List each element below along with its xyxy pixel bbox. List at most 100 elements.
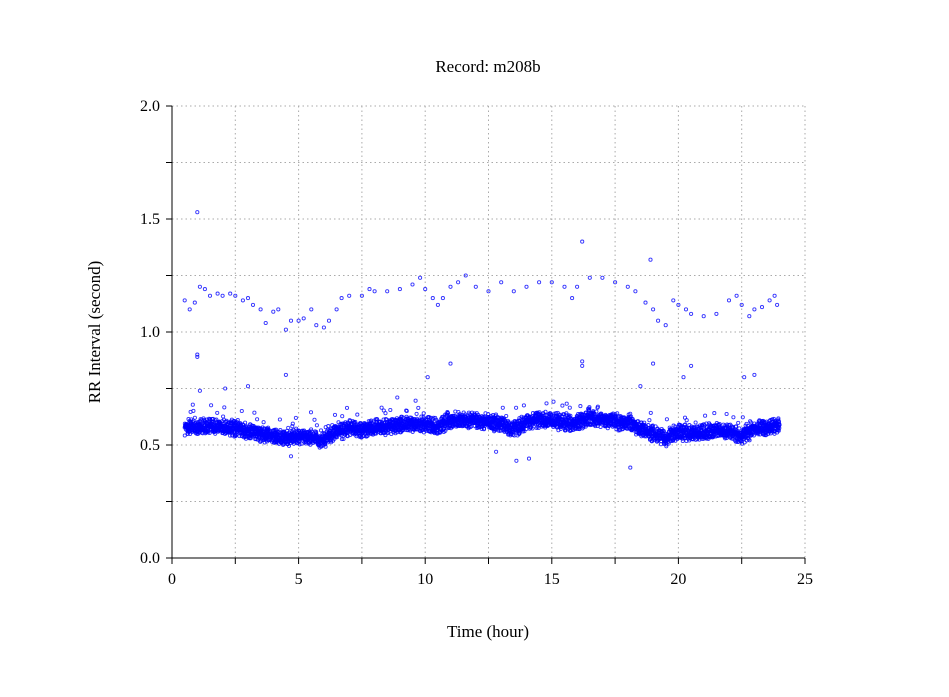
upper-band-point	[207, 293, 213, 298]
band-point	[261, 420, 266, 425]
band-point	[666, 441, 671, 446]
upper-band-point	[767, 298, 772, 303]
band-point	[551, 399, 556, 404]
x-tick-label: 15	[544, 571, 560, 588]
chart-title: Record: m208b	[435, 57, 540, 76]
upper-band-point	[372, 289, 377, 294]
band-point	[500, 405, 505, 410]
outlier-point	[628, 465, 633, 470]
band-point	[521, 403, 526, 408]
band-point	[703, 413, 708, 418]
upper-band-point	[240, 298, 245, 303]
outlier-point	[689, 363, 694, 368]
band-point	[361, 433, 367, 438]
upper-band-point	[263, 320, 268, 326]
band-point	[567, 405, 572, 410]
upper-band-point	[326, 318, 332, 323]
band-point	[558, 426, 563, 432]
upper-band-point	[197, 284, 202, 289]
x-tick-label: 20	[670, 571, 686, 588]
upper-band-point	[575, 284, 580, 289]
upper-band-point	[288, 318, 294, 323]
outlier-point	[638, 384, 643, 389]
band-point	[615, 411, 620, 416]
outlier-point	[283, 372, 288, 377]
band-point	[587, 405, 592, 410]
band-point	[355, 412, 360, 417]
band-point	[413, 398, 418, 403]
upper-band-point	[625, 284, 630, 289]
y-axis-label: RR Interval (second)	[85, 261, 104, 404]
upper-band-point	[321, 325, 326, 330]
upper-band-point	[220, 293, 225, 298]
outlier-point	[425, 375, 430, 380]
upper-band-point	[671, 298, 676, 303]
upper-band-point	[233, 293, 238, 298]
band-point	[286, 425, 291, 430]
band-point	[221, 414, 226, 419]
band-point	[228, 433, 233, 438]
band-point	[388, 407, 393, 413]
outlier-point	[288, 454, 294, 459]
upper-band-point	[456, 280, 461, 285]
upper-band-point	[463, 273, 468, 278]
band-point	[383, 433, 388, 438]
upper-band-point	[367, 287, 372, 292]
upper-band-point	[613, 280, 618, 285]
band-point	[339, 437, 344, 442]
upper-band-point	[339, 296, 344, 301]
band-point	[192, 415, 197, 420]
band-point	[416, 405, 421, 410]
band-point	[747, 438, 752, 443]
band-point	[594, 409, 599, 414]
upper-band-point	[448, 284, 453, 289]
band-point	[353, 419, 358, 424]
band-point	[421, 411, 426, 416]
outlier-point	[526, 456, 532, 461]
band-point	[188, 431, 193, 437]
upper-band-point	[202, 287, 207, 292]
band-point	[322, 442, 328, 447]
upper-band-point	[549, 280, 554, 285]
outlier-point	[681, 375, 686, 380]
band-point	[564, 411, 569, 416]
upper-band-point	[187, 307, 192, 312]
band-point	[297, 442, 302, 447]
upper-band-point	[473, 284, 478, 289]
band-point	[341, 436, 346, 442]
band-point	[553, 411, 559, 416]
band-point	[326, 424, 331, 429]
band-point	[647, 418, 652, 423]
band-point	[286, 443, 292, 448]
band-point	[314, 429, 319, 434]
x-tick-label: 5	[295, 571, 303, 588]
band-point	[209, 403, 214, 408]
band-point	[684, 418, 689, 423]
band-point	[340, 414, 345, 419]
upper-band-point	[689, 311, 694, 316]
band-point	[661, 431, 666, 436]
upper-band-point	[410, 282, 415, 287]
upper-band-point	[656, 318, 661, 323]
x-axis-label: Time (hour)	[447, 622, 529, 641]
upper-band-point	[276, 307, 281, 312]
upper-band-point	[385, 289, 390, 294]
outlier-point	[752, 372, 757, 377]
grid	[172, 105, 806, 558]
upper-band-point	[511, 289, 516, 294]
upper-band-point	[734, 293, 739, 298]
upper-band-point	[775, 302, 780, 307]
band-point	[344, 405, 350, 410]
band-point	[731, 415, 736, 420]
band-point	[581, 425, 586, 430]
band-point	[595, 404, 600, 409]
upper-band-point	[334, 307, 339, 312]
upper-band-point	[587, 275, 592, 280]
upper-band-point	[562, 284, 567, 289]
band-point	[445, 411, 451, 416]
band-point	[308, 410, 314, 415]
band-point	[537, 410, 542, 415]
y-tick-label: 1.5	[140, 211, 160, 228]
band-point	[290, 424, 295, 429]
band-point	[697, 437, 702, 442]
